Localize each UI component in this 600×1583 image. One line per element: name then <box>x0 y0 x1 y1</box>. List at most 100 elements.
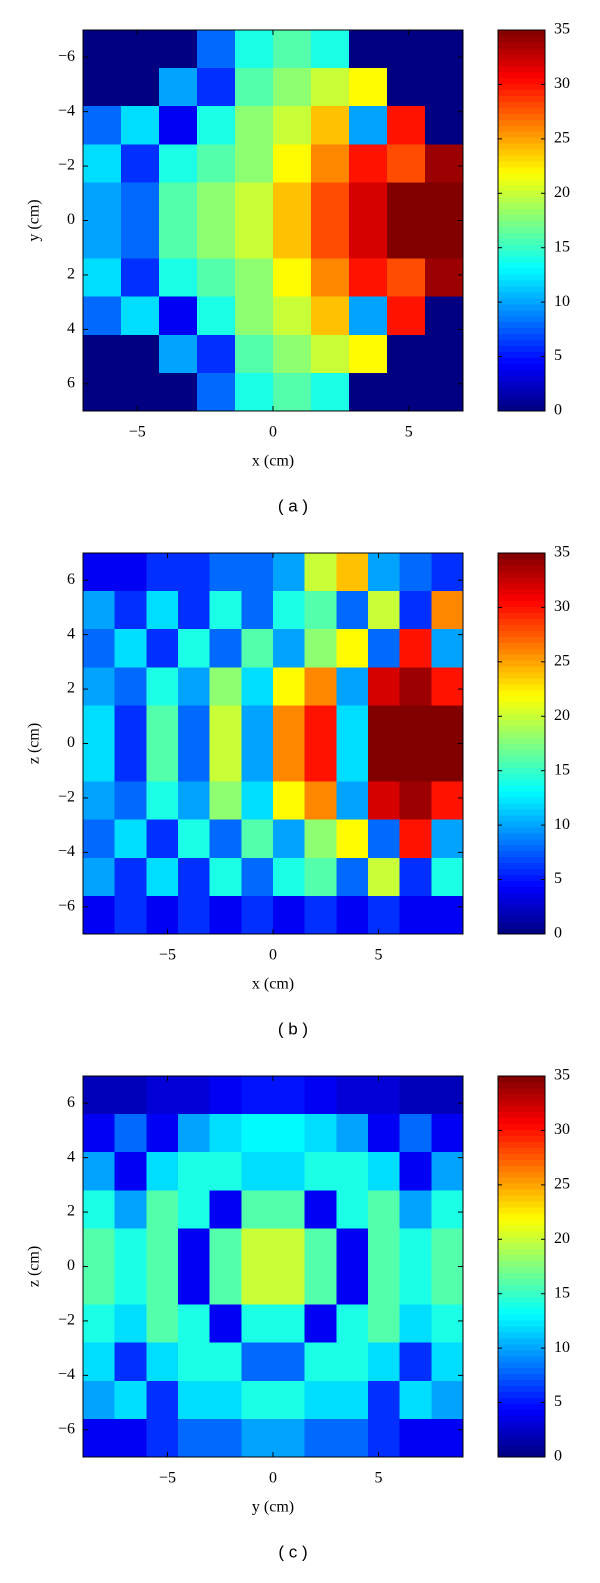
heatmap-cell <box>83 1304 116 1344</box>
heatmap-cell <box>121 334 160 374</box>
heatmap-cell <box>349 296 388 336</box>
colorbar-step <box>498 1308 545 1315</box>
colorbar-step <box>498 767 545 774</box>
heatmap-cell <box>83 182 122 221</box>
colorbar-step <box>498 761 545 768</box>
heatmap-cell <box>425 220 464 260</box>
colorbar-step <box>498 47 545 55</box>
heatmap-cell <box>178 629 211 668</box>
heatmap-cell <box>425 144 464 183</box>
heatmap-cell <box>83 1380 116 1420</box>
colorbar-step <box>498 143 545 150</box>
heatmap-cell <box>241 743 274 783</box>
x-tick-label: −5 <box>129 424 146 441</box>
y-axis-label: z (cm) <box>26 1246 43 1287</box>
heatmap-cell <box>178 1380 211 1420</box>
heatmap-cell <box>368 895 401 935</box>
heatmap-cell <box>425 296 464 336</box>
colorbar-step <box>498 755 545 762</box>
heatmap-cell <box>241 1304 274 1344</box>
heatmap-cell <box>431 1418 464 1458</box>
colorbar-step <box>498 1087 545 1095</box>
heatmap-cell <box>336 1304 369 1344</box>
heatmap-cell <box>114 1152 147 1191</box>
colorbar-tick-label: 15 <box>554 238 570 255</box>
heatmap-cell <box>349 334 388 374</box>
heatmap-cell <box>178 591 211 630</box>
heatmap-cell <box>273 220 312 260</box>
heatmap-cell <box>304 895 337 935</box>
heatmap-cell <box>83 258 122 298</box>
heatmap-cell <box>83 781 116 821</box>
colorbar-step <box>498 160 545 168</box>
x-tick-label: 0 <box>269 424 277 441</box>
heatmap-cell <box>273 1152 306 1191</box>
heatmap-cell <box>83 857 116 897</box>
heatmap-cell <box>336 1342 369 1382</box>
heatmap-cell <box>83 819 116 859</box>
heatmap-cell <box>83 1152 116 1191</box>
colorbar-step <box>498 1314 545 1321</box>
colorbar-step <box>498 1415 545 1422</box>
heatmap-cell <box>311 182 350 221</box>
y-tick-label: −2 <box>58 1312 75 1329</box>
heatmap-cell <box>368 743 401 783</box>
heatmap-cell <box>178 857 211 897</box>
heatmap-cell <box>311 334 350 374</box>
heatmap-cell <box>368 1114 401 1153</box>
heatmap-cell <box>197 106 236 145</box>
heatmap-cell <box>304 781 337 821</box>
heatmap-cell <box>83 1076 116 1115</box>
heatmap-cell <box>399 629 432 668</box>
colorbar-tick-label: 15 <box>554 1284 570 1301</box>
heatmap-cell <box>368 819 401 859</box>
heatmap-cell <box>114 1228 147 1267</box>
colorbar-step <box>498 297 545 305</box>
colorbar-step <box>498 695 545 703</box>
colorbar-step <box>498 1117 545 1125</box>
colorbar-step <box>498 303 545 311</box>
colorbar-step <box>498 1242 545 1250</box>
heatmap-cell <box>336 1228 369 1267</box>
heatmap-cell <box>209 1228 242 1267</box>
colorbar-step <box>498 166 545 174</box>
heatmap-cell <box>209 1266 242 1306</box>
colorbar-step <box>498 351 545 358</box>
heatmap-cell <box>146 1266 179 1306</box>
heatmap-cell <box>368 667 401 706</box>
heatmap-cell <box>83 1342 116 1382</box>
heatmap-cell <box>83 106 122 145</box>
heatmap-cell <box>178 781 211 821</box>
y-tick-label: 6 <box>67 1094 75 1111</box>
y-tick-label: 0 <box>67 1257 75 1274</box>
colorbar-step <box>498 1349 545 1357</box>
y-tick-label: 0 <box>67 211 75 228</box>
heatmap-cell <box>425 334 464 374</box>
colorbar-step <box>498 1224 545 1232</box>
heatmap-cell <box>273 781 306 821</box>
heatmap-cell <box>431 667 464 706</box>
colorbar-step <box>498 1135 545 1142</box>
colorbar-step <box>498 916 545 923</box>
heatmap-cell <box>197 144 236 183</box>
heatmap-cell <box>311 296 350 336</box>
x-axis-label: y (cm) <box>252 1499 294 1516</box>
heatmap-cell <box>178 1152 211 1191</box>
colorbar-step <box>498 683 545 691</box>
heatmap-cell <box>241 667 274 706</box>
heatmap-cell <box>114 1266 147 1306</box>
colorbar-step <box>498 1236 545 1244</box>
heatmap-cell <box>146 781 179 821</box>
heatmap-cell <box>273 1418 306 1458</box>
heatmap-cell <box>349 220 388 260</box>
heatmap-cell <box>336 743 369 783</box>
heatmap-cell <box>178 1228 211 1267</box>
heatmap-cell <box>368 1380 401 1420</box>
colorbar-step <box>498 1266 545 1273</box>
colorbar-step <box>498 826 545 834</box>
heatmap-cell <box>399 819 432 859</box>
colorbar-step <box>498 1093 545 1101</box>
colorbar-tick-label: 0 <box>554 925 562 942</box>
heatmap-cell <box>209 819 242 859</box>
